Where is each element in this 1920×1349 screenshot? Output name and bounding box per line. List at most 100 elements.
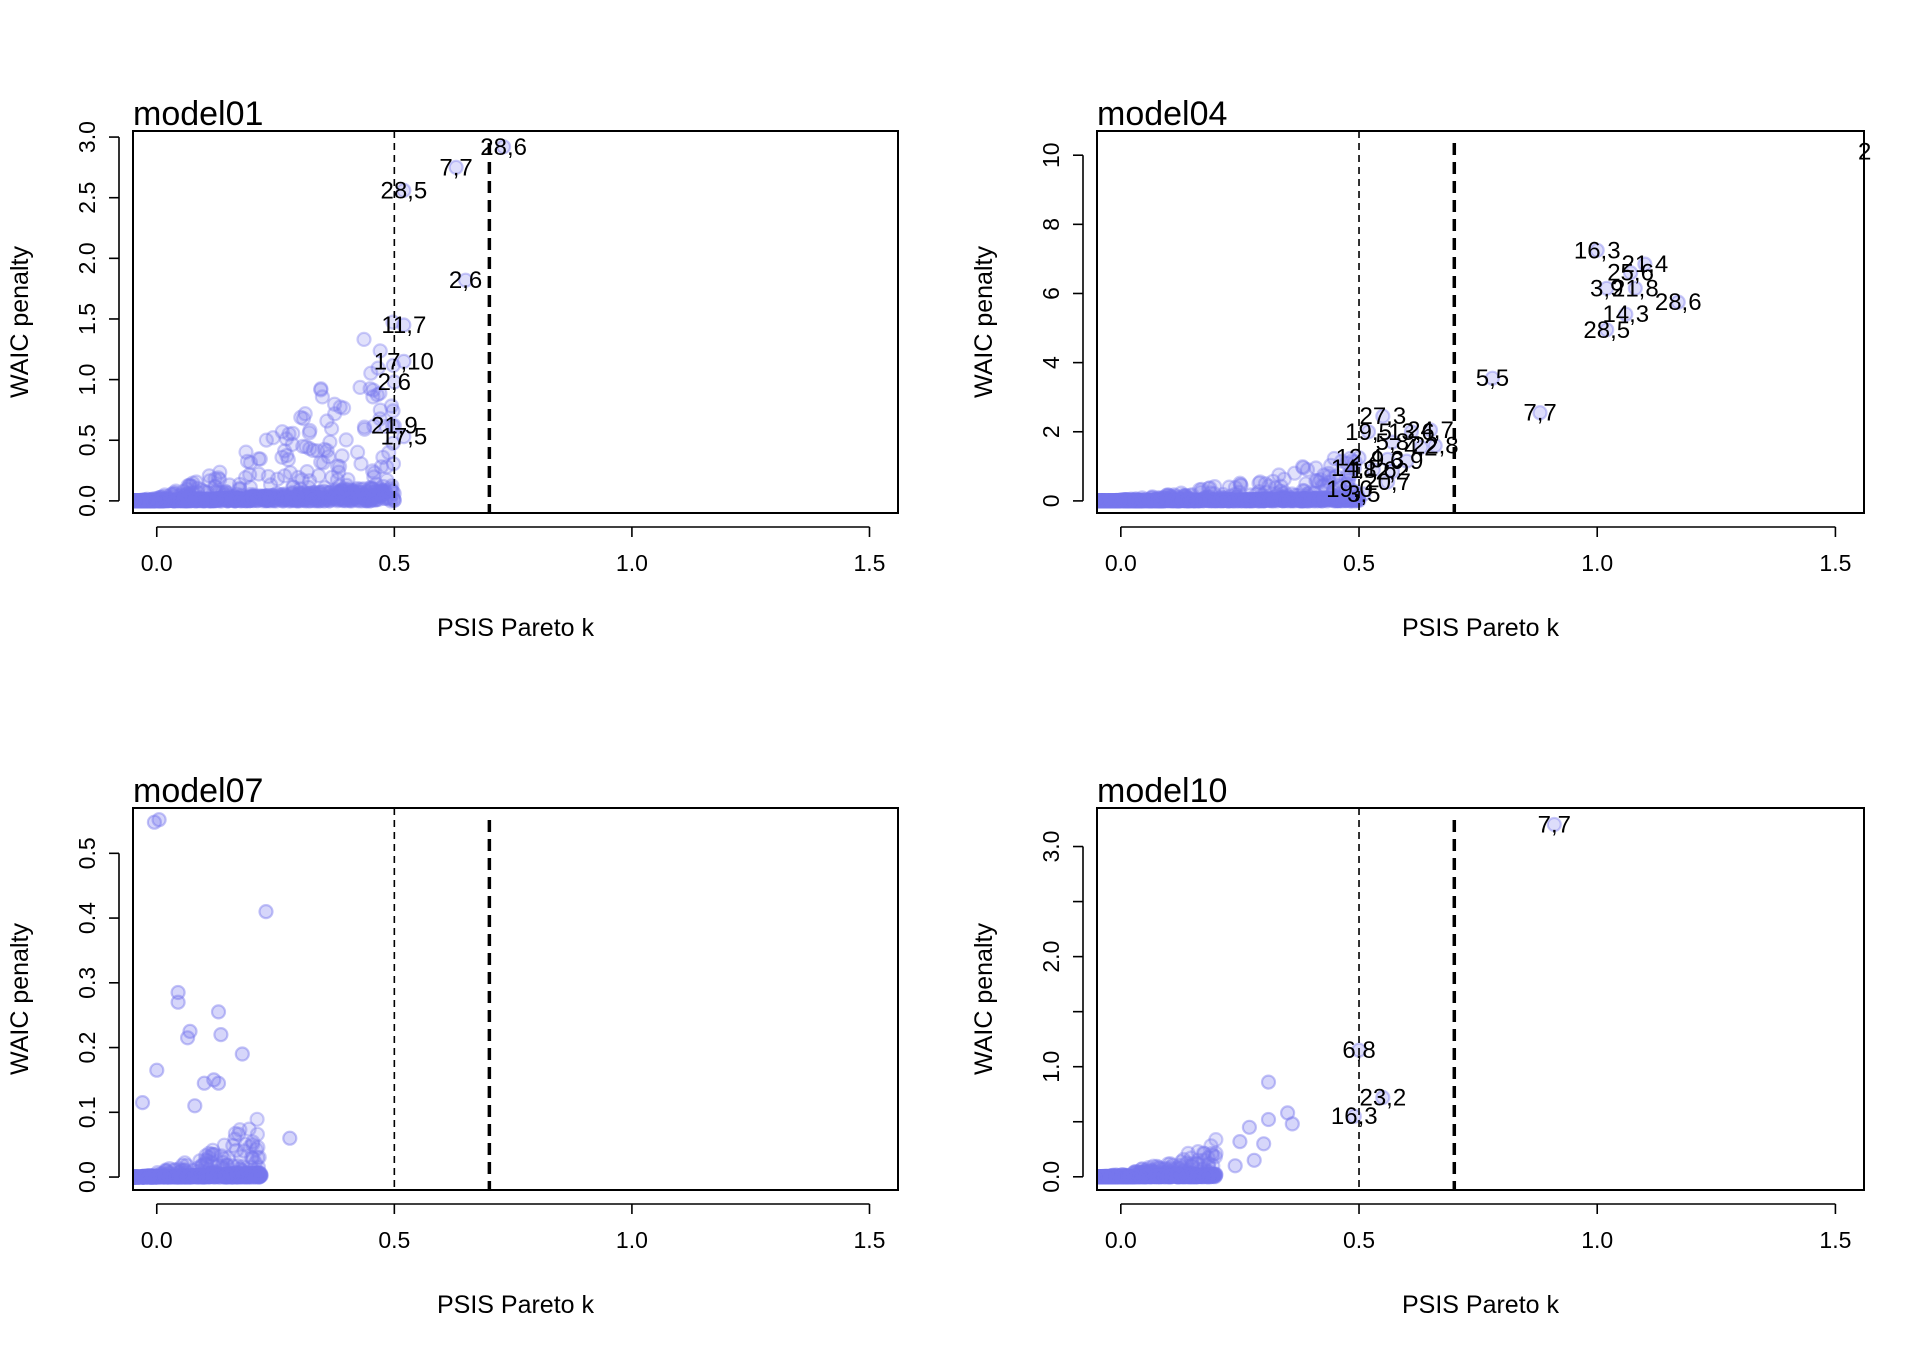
data-point [165, 487, 181, 503]
data-point [1297, 490, 1313, 507]
data-point [385, 435, 401, 451]
data-point [156, 491, 172, 507]
data-point [196, 492, 212, 508]
data-point [305, 489, 322, 505]
data-point [382, 490, 398, 506]
data-point [1141, 492, 1157, 508]
data-point [237, 493, 254, 509]
data-point [1161, 493, 1177, 509]
data-point [1255, 491, 1271, 508]
data-point [333, 491, 349, 507]
data-point [188, 492, 205, 508]
point-label: 6,8 [1342, 1037, 1375, 1064]
data-point [336, 400, 352, 416]
data-point [133, 493, 143, 509]
data-point [1149, 493, 1166, 509]
data-point [1122, 493, 1139, 509]
data-point [134, 493, 150, 509]
data-point [1175, 487, 1191, 504]
data-point [1134, 493, 1150, 509]
point-label: 28,6 [480, 134, 527, 161]
data-point [189, 491, 205, 507]
data-point [1110, 493, 1126, 509]
data-point [1097, 493, 1110, 509]
data-point [324, 421, 340, 437]
point-label: 5,5 [1476, 365, 1509, 392]
data-point [309, 492, 325, 508]
data-point [1278, 490, 1294, 507]
data-point [1097, 493, 1108, 509]
data-point [1109, 493, 1125, 509]
data-point [321, 490, 337, 506]
data-point [1127, 493, 1143, 509]
data-point [366, 484, 383, 500]
data-point [263, 488, 279, 504]
y-tick-label: 0.0 [74, 1161, 100, 1193]
data-point [1328, 493, 1344, 509]
data-point [1330, 491, 1346, 507]
data-point [199, 492, 215, 508]
data-point [1187, 492, 1203, 508]
data-point [1132, 493, 1148, 509]
data-point [1108, 493, 1124, 509]
x-tick-label: 1.5 [853, 550, 885, 576]
data-point [289, 489, 306, 505]
data-point [145, 493, 162, 509]
data-point [168, 493, 184, 509]
data-point [133, 493, 149, 509]
data-point [339, 477, 355, 493]
data-point [1152, 1168, 1168, 1184]
data-point [341, 493, 357, 509]
data-point [1176, 492, 1192, 508]
data-point [1129, 493, 1145, 509]
data-point [1110, 493, 1126, 509]
data-point [356, 419, 372, 435]
data-point [364, 484, 380, 500]
data-point [254, 489, 270, 506]
data-point [207, 491, 223, 507]
y-tick-label: 2 [1038, 425, 1064, 438]
data-point [146, 493, 162, 509]
data-point [160, 492, 176, 508]
data-point [345, 484, 361, 500]
data-point [361, 491, 377, 507]
data-point [239, 491, 255, 507]
data-point [255, 490, 271, 506]
data-point [140, 493, 156, 509]
data-point [191, 492, 207, 508]
data-point [190, 480, 206, 496]
data-point [1109, 492, 1125, 508]
data-point [138, 493, 154, 509]
data-point [1281, 490, 1298, 506]
data-point [1279, 491, 1295, 507]
data-point [172, 492, 188, 508]
data-point [362, 493, 378, 509]
data-point [1314, 478, 1331, 494]
data-point [254, 491, 270, 507]
data-point [1173, 492, 1189, 508]
data-point [228, 491, 244, 507]
labeled-point [396, 182, 412, 198]
data-point [1176, 489, 1192, 505]
data-point [161, 493, 177, 509]
data-point [1200, 492, 1216, 508]
data-point [319, 413, 335, 429]
data-point [177, 487, 194, 503]
data-point [340, 491, 356, 507]
data-point [190, 492, 206, 508]
data-point [384, 478, 400, 494]
data-point [363, 479, 379, 496]
data-point [1144, 490, 1160, 506]
data-point [1108, 493, 1124, 509]
data-point [172, 488, 188, 505]
data-point [183, 492, 199, 508]
data-point [1167, 488, 1183, 504]
data-point [1178, 493, 1194, 509]
data-point [1149, 492, 1165, 508]
data-point [342, 491, 358, 507]
data-point [1130, 493, 1146, 509]
data-point [296, 492, 312, 508]
data-point [1335, 487, 1352, 503]
data-point [352, 379, 368, 395]
data-point [241, 492, 258, 508]
